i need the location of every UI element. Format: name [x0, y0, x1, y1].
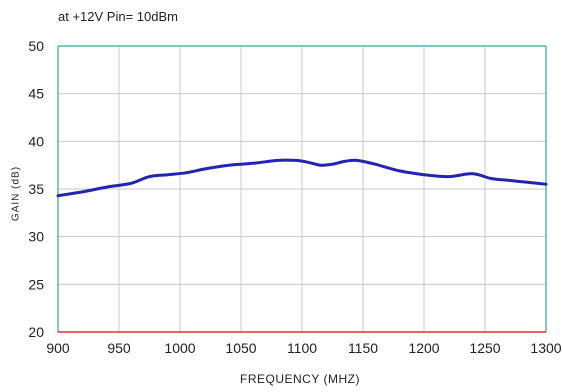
y-tick-label: 40 — [28, 133, 44, 149]
plot-frame — [57, 45, 547, 333]
y-tick-label: 45 — [28, 86, 44, 102]
y-tick-label: 50 — [28, 38, 44, 54]
x-tick-label: 1150 — [348, 340, 378, 356]
series-layer — [56, 158, 548, 198]
y-tick-label: 35 — [28, 181, 44, 197]
x-tick-label: 1200 — [408, 340, 439, 356]
x-tick-label: 1250 — [469, 340, 500, 356]
chart-title: at +12V Pin= 10dBm — [58, 9, 178, 24]
x-tick-label: 1300 — [530, 340, 561, 356]
grid-lines — [58, 46, 546, 332]
tick-labels: 20 25 30 35 40 45 50 900 950 1000 1050 1100 1150 1200… — [28, 38, 561, 356]
y-tick-label: 30 — [28, 229, 44, 245]
x-axis-title: FREQUENCY (MHZ) — [240, 372, 360, 386]
x-tick-label: 1000 — [164, 340, 195, 356]
y-tick-label: 25 — [28, 276, 44, 292]
y-tick-label: 20 — [28, 324, 44, 340]
x-tick-label: 1100 — [287, 340, 317, 356]
x-tick-label: 900 — [46, 340, 70, 356]
x-tick-label: 950 — [107, 340, 131, 356]
x-tick-label: 1050 — [225, 340, 256, 356]
gain-series-line — [56, 158, 548, 198]
